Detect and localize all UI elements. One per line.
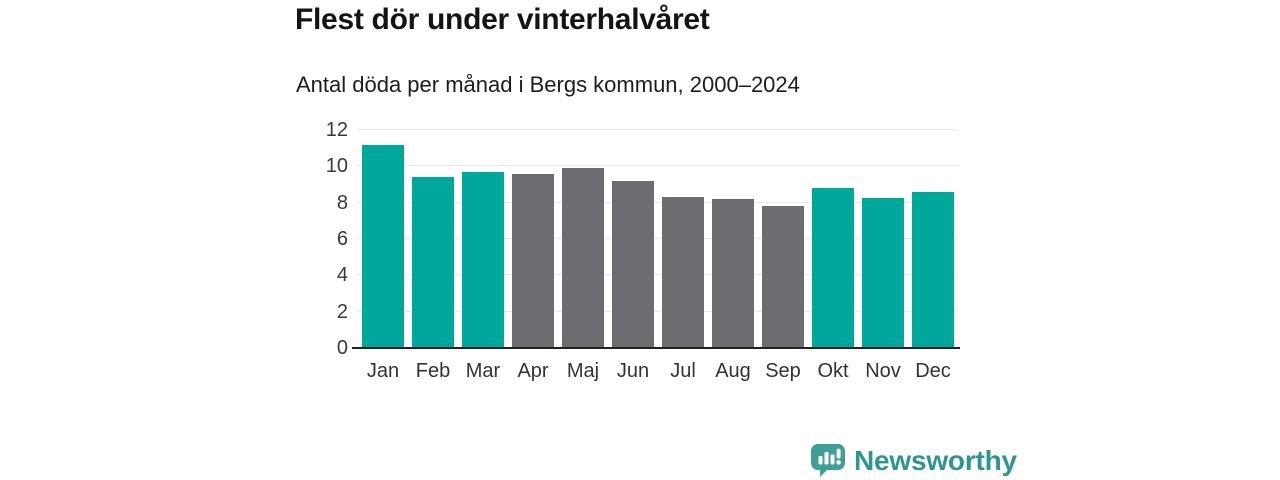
plot-area bbox=[358, 129, 958, 348]
y-tick-label: 10 bbox=[325, 155, 348, 178]
bar-sep bbox=[762, 206, 804, 348]
x-tick-label: Jul bbox=[670, 360, 696, 382]
newsworthy-logo: Newsworthy bbox=[810, 443, 1017, 478]
bar-aug bbox=[712, 199, 754, 348]
x-tick-label: Okt bbox=[817, 360, 849, 382]
y-tick-label: 0 bbox=[336, 337, 348, 359]
bar-jan bbox=[362, 144, 404, 348]
x-tick-label: Feb bbox=[415, 360, 451, 382]
gridline bbox=[358, 310, 958, 312]
gridline bbox=[358, 165, 958, 167]
bar-apr bbox=[512, 173, 554, 348]
x-tick-label: Jan bbox=[366, 360, 400, 382]
bar-okt bbox=[812, 188, 854, 348]
brand-name: Newsworthy bbox=[854, 444, 1017, 476]
bar-nov bbox=[862, 198, 904, 348]
y-tick-label: 6 bbox=[336, 228, 348, 250]
bar-mar bbox=[462, 171, 504, 348]
x-tick-label: Aug bbox=[715, 360, 751, 382]
y-tick-label: 8 bbox=[336, 191, 348, 214]
x-axis: Jan Feb Mar Apr Maj Jun Jul Aug Sep Okt Nov Dec bbox=[358, 358, 958, 384]
chart-subtitle: Antal döda per månad i Bergs kommun, 200… bbox=[296, 72, 800, 97]
gridline bbox=[358, 129, 958, 130]
x-tick-label: Sep bbox=[765, 360, 801, 382]
x-tick-label: Mar bbox=[465, 360, 501, 382]
gridline bbox=[358, 238, 958, 239]
bar-jul bbox=[662, 197, 704, 348]
chart-bubble-icon bbox=[810, 443, 846, 478]
bar-jun bbox=[612, 180, 654, 348]
chart-title: Flest dör under vinterhalvåret bbox=[295, 3, 710, 36]
x-axis-line bbox=[352, 347, 960, 349]
y-tick-label: 12 bbox=[325, 119, 348, 141]
y-tick-label: 4 bbox=[336, 264, 348, 287]
x-tick-label: Maj bbox=[566, 360, 600, 382]
y-axis: 0 2 4 6 8 10 12 bbox=[296, 119, 348, 359]
bar-maj bbox=[562, 168, 604, 348]
x-tick-label: Dec bbox=[915, 360, 951, 382]
bar-dec bbox=[912, 191, 954, 348]
gridline bbox=[358, 201, 958, 203]
bar-feb bbox=[412, 177, 454, 348]
y-tick-label: 2 bbox=[336, 300, 348, 323]
gridline bbox=[358, 274, 958, 276]
x-tick-label: Jun bbox=[616, 360, 650, 382]
x-tick-label: Nov bbox=[865, 360, 901, 382]
x-tick-label: Apr bbox=[517, 360, 549, 382]
